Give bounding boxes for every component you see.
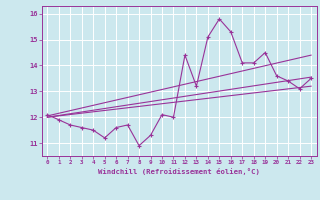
- X-axis label: Windchill (Refroidissement éolien,°C): Windchill (Refroidissement éolien,°C): [98, 168, 260, 175]
